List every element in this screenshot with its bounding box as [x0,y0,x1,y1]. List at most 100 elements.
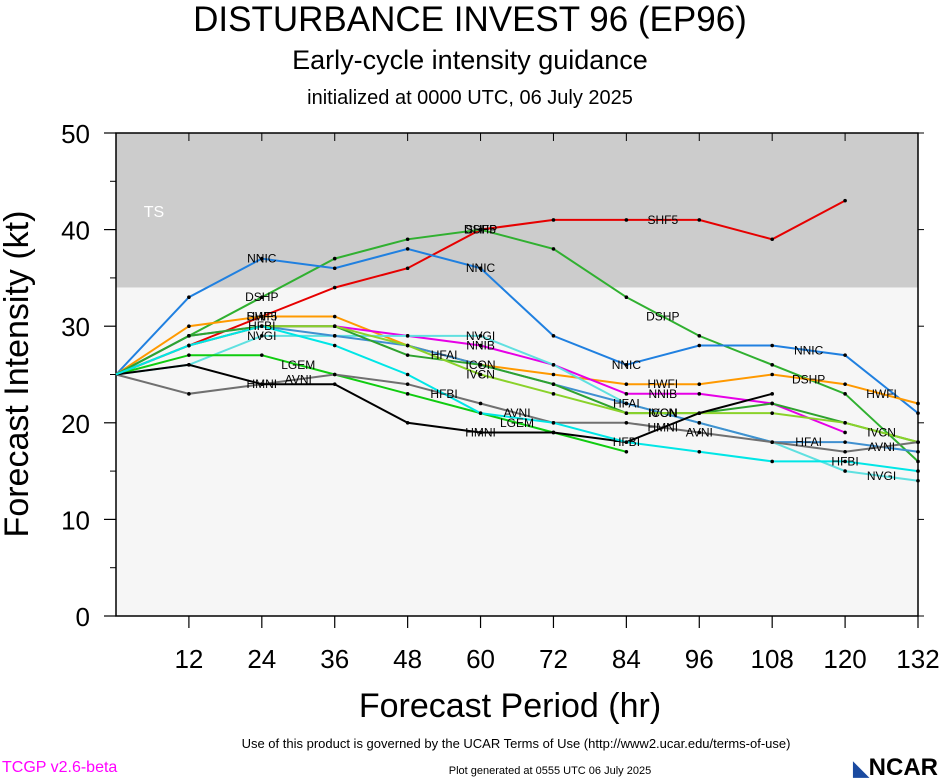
terms-of-use[interactable]: Use of this product is governed by the U… [241,736,791,751]
init-line: initialized at 0000 UTC, 06 July 2025 [307,87,633,109]
point-hmni [260,382,264,386]
point-hfbi [624,440,629,444]
point-hmni [405,421,410,425]
point-dshp [697,334,702,338]
series-label-nvgi: NVGI [466,329,495,343]
y-tick-label: 40 [61,216,90,246]
point-avni [697,430,702,435]
point-nnib [478,343,483,348]
series-label-hfbi: HFBI [831,454,858,468]
intensity-bands: TS [116,133,918,616]
point-icon [187,334,191,338]
point-ivcn [332,324,337,329]
series-label-hfai: HFAI [795,435,822,449]
point-nnic [187,295,191,300]
series-line-hmni [115,363,773,444]
point-dshp [843,392,847,396]
point-hmni [551,430,556,435]
point-shf5 [843,198,847,203]
point-avni [187,392,191,396]
point-lgem [624,449,629,454]
point-hfbi [405,372,410,377]
series-label-icon: ICON [466,358,496,372]
point-hfai [843,440,847,444]
point-hfai [916,449,920,454]
point-hfai [624,401,629,406]
x-tick-label: 120 [823,644,866,674]
x-tick-label: 84 [612,644,641,674]
point-hfbi [187,343,191,348]
point-avni [843,449,847,454]
point-hfai [332,334,337,338]
series-label-hfbi: HFBI [613,435,640,449]
series-line-hwfi [115,315,919,405]
series-label-hwfi: HWFI [866,387,897,401]
x-tick-label: 72 [539,644,568,674]
ncar-mark-icon: ◣ [853,758,869,780]
point-dshp [260,295,264,300]
point-hwfi [624,382,629,386]
chart-title: DISTURBANCE INVEST 96 (EP96) [193,0,747,39]
point-dshp [551,247,556,251]
series-label-hfbi: HFBI [430,387,457,401]
point-icon [478,363,483,367]
point-nvgi [478,334,483,338]
point-shf5 [624,218,629,222]
point-avni [478,401,483,406]
series-label-ivcn: IVCN [466,368,495,382]
band-0 [116,133,918,288]
band-label: TS [144,204,164,221]
point-dshp [916,459,920,464]
point-hwfi [187,324,191,329]
series-label-nnic: NNIC [466,261,496,275]
series-lines [115,198,920,483]
series-label-hmni: HMNI [647,421,678,435]
x-tick-label: 132 [896,644,939,674]
point-hwfi [260,314,264,319]
point-nvgi [843,469,847,473]
y-axis-label: Forecast Intensity (kt) [0,211,36,538]
point-nvgi [551,363,556,367]
point-nnib [843,430,847,435]
y-tick-label: 30 [61,312,90,342]
series-label-shf5: SHF5 [246,310,277,324]
version-tag: TCGP v2.6-beta [2,759,118,776]
x-tick-label: 24 [247,644,276,674]
series-label-hwfi: HWFI [246,310,277,324]
point-avni [770,440,774,444]
point-hmni [770,392,774,396]
series-label-dshp: DSHP [245,290,278,304]
series-labels: SHF5SHF5SHF5DSHPDSHPDSHPDSHPNNICNNICNNIC… [245,213,897,483]
point-hfbi [843,459,847,464]
point-nnic [843,353,847,357]
series-label-nnib: NNIB [466,339,495,353]
point-hwfi [697,382,702,386]
point-hfbi [697,449,702,454]
point-dshp [405,237,410,242]
series-label-nnic: NNIC [247,252,277,266]
point-ivcn [478,372,483,377]
point-shf5 [405,266,410,271]
point-icon [770,401,774,406]
point-dshp [478,227,483,232]
series-label-dshp: DSHP [646,310,679,324]
x-tick-label: 60 [466,644,495,674]
x-tick-label: 48 [393,644,422,674]
series-label-hfbi: HFBI [248,319,275,333]
point-nnic [770,343,774,348]
point-nnic [916,411,920,415]
series-label-dshp: DSHP [464,223,497,237]
point-dshp [624,295,629,300]
point-ivcn [624,411,629,415]
point-avni [332,372,337,377]
series-label-lgem: LGEM [281,358,315,372]
point-nnic [478,266,483,271]
point-ivcn [405,343,410,348]
series-line-nvgi [115,334,919,482]
series-label-hfai: HFAI [613,396,640,410]
point-hfbi [478,411,483,415]
chart-subtitle: Early-cycle intensity guidance [292,45,648,75]
point-hfbi [770,459,774,464]
point-ivcn [770,411,774,415]
series-label-avni: AVNI [868,440,895,454]
